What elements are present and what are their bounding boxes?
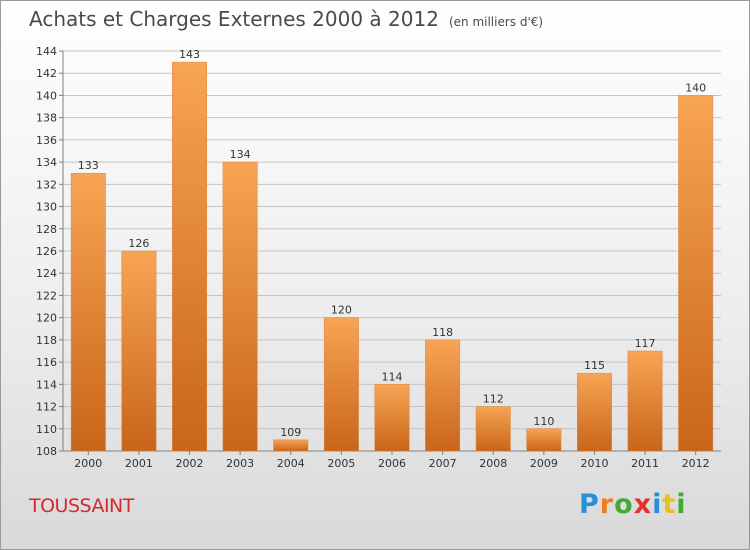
y-tick-label: 112: [36, 401, 57, 414]
y-tick-label: 140: [36, 89, 57, 102]
bar: [526, 428, 562, 452]
data-label: 118: [432, 326, 453, 339]
bar: [172, 61, 207, 452]
data-label: 112: [483, 393, 504, 406]
bar: [475, 406, 511, 452]
bar: [627, 350, 663, 452]
y-tick-label: 136: [36, 134, 57, 147]
y-tick-label: 132: [36, 178, 57, 191]
proxiti-logo: Proxiti: [579, 489, 687, 520]
bar: [70, 172, 106, 452]
data-label: 140: [685, 81, 706, 94]
bar: [323, 317, 359, 452]
logo-letter: o: [614, 489, 634, 520]
data-label: 120: [331, 304, 352, 317]
logo-letter: r: [599, 489, 615, 520]
bar: [577, 372, 612, 452]
chart-title: Achats et Charges Externes 2000 à 2012: [29, 7, 439, 31]
data-label: 110: [533, 415, 554, 428]
y-tick-label: 122: [36, 289, 57, 302]
logo-letter: i: [676, 489, 687, 520]
x-tick-label: 2007: [429, 457, 457, 470]
y-tick-label: 126: [36, 245, 57, 258]
y-tick-label: 134: [36, 156, 57, 169]
x-tick-label: 2009: [530, 457, 558, 470]
y-tick-label: 116: [36, 356, 57, 369]
bar: [273, 439, 309, 452]
y-tick-label: 108: [36, 445, 57, 458]
bar: [121, 250, 157, 452]
logo-letter: t: [662, 489, 677, 520]
x-tick-label: 2000: [74, 457, 102, 470]
y-tick-label: 128: [36, 223, 57, 236]
logo-letter: P: [579, 489, 600, 520]
logo-letter: x: [633, 489, 653, 520]
x-tick-label: 2011: [631, 457, 659, 470]
y-tick-label: 114: [36, 378, 57, 391]
y-tick-label: 120: [36, 312, 57, 325]
x-tick-label: 2004: [277, 457, 305, 470]
y-tick-label: 138: [36, 112, 57, 125]
y-tick-label: 144: [36, 45, 57, 58]
x-tick-label: 2006: [378, 457, 406, 470]
x-tick-label: 2008: [479, 457, 507, 470]
x-tick-label: 2002: [176, 457, 204, 470]
data-label: 143: [179, 48, 200, 61]
data-label: 109: [280, 426, 301, 439]
data-label: 114: [382, 370, 403, 383]
logo-letter: i: [652, 489, 663, 520]
y-tick-label: 110: [36, 423, 57, 436]
y-tick-label: 130: [36, 201, 57, 214]
data-label: 134: [230, 148, 251, 161]
bar: [222, 161, 258, 452]
commune-name: TOUSSAINT: [29, 495, 134, 517]
chart-title-block: Achats et Charges Externes 2000 à 2012 (e…: [29, 7, 543, 31]
data-label: 126: [128, 237, 149, 250]
y-tick-label: 118: [36, 334, 57, 347]
bar: [678, 95, 714, 452]
bar: [374, 384, 410, 452]
x-tick-label: 2010: [580, 457, 608, 470]
x-tick-label: 2005: [327, 457, 355, 470]
y-tick-label: 124: [36, 267, 57, 280]
data-label: 115: [584, 359, 605, 372]
y-tick-label: 142: [36, 67, 57, 80]
x-tick-label: 2001: [125, 457, 153, 470]
bar: [425, 339, 461, 452]
data-label: 133: [78, 159, 99, 172]
x-tick-label: 2003: [226, 457, 254, 470]
x-tick-label: 2012: [682, 457, 710, 470]
chart-unit-note: (en milliers d'€): [448, 15, 544, 29]
data-label: 117: [635, 337, 656, 350]
